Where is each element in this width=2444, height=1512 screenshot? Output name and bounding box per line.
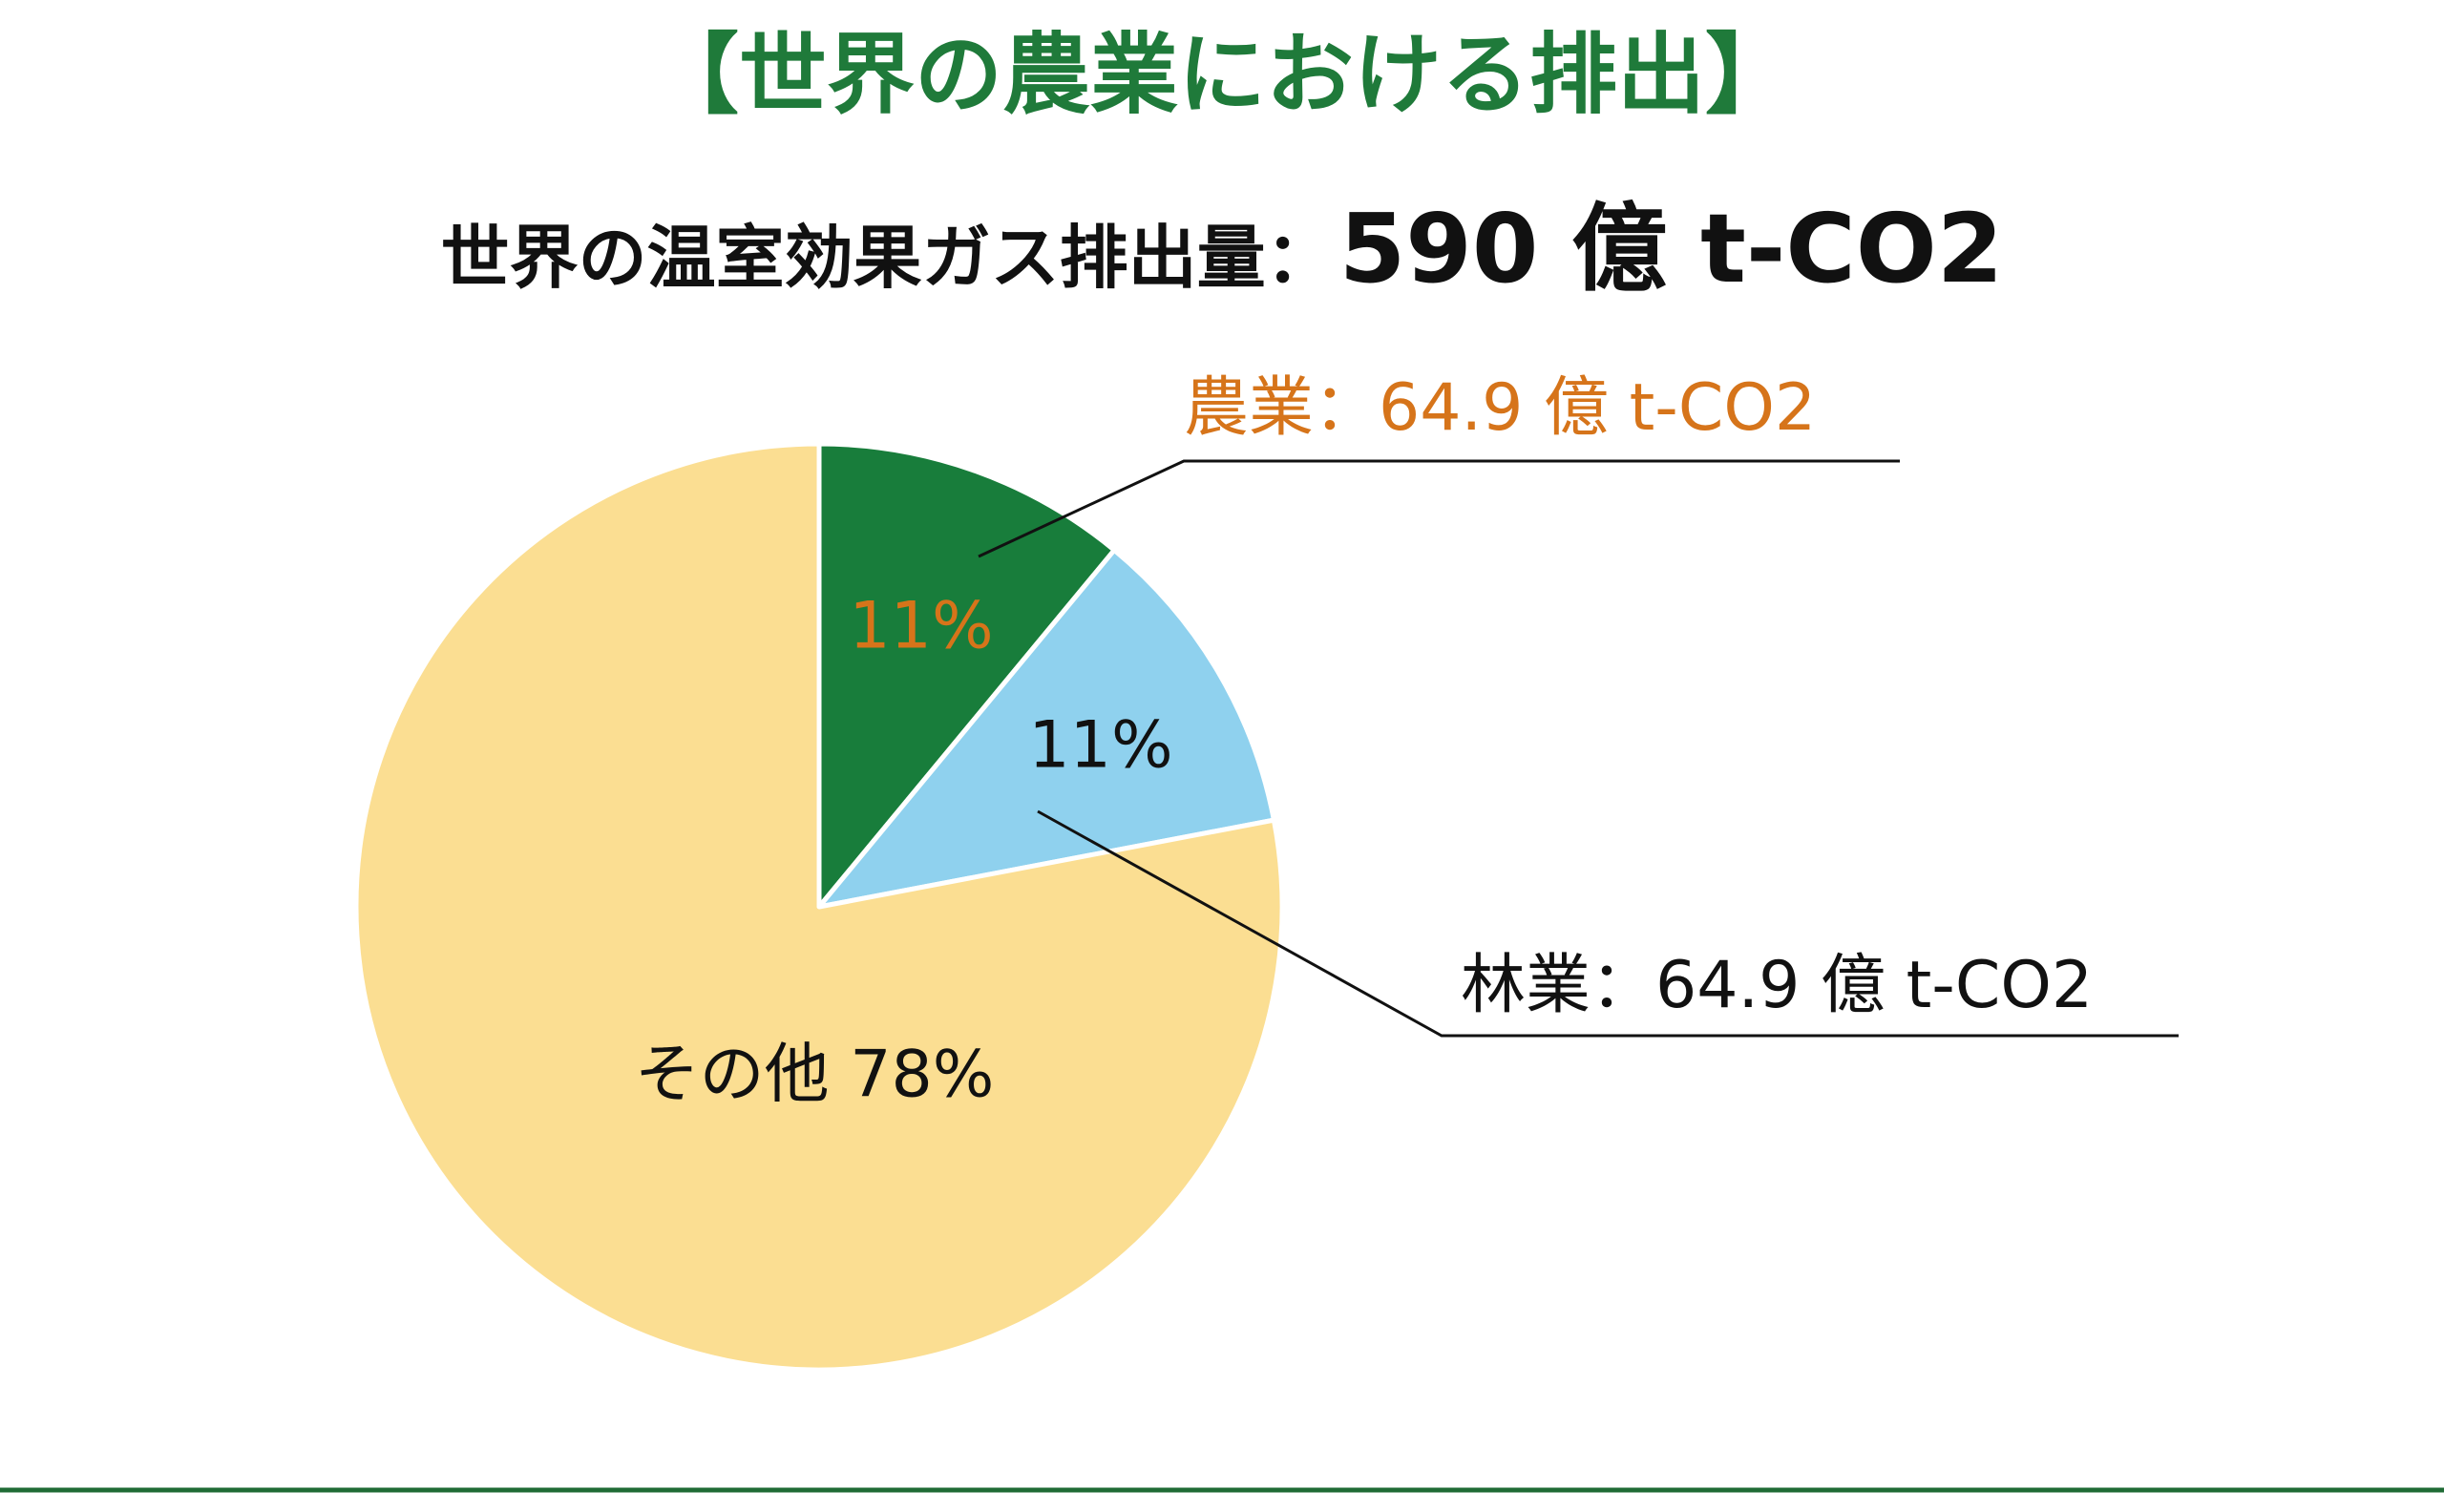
pie-slices <box>353 441 1285 1373</box>
leader-line-1 <box>978 459 1900 558</box>
pie-slice-3 <box>353 441 1285 1373</box>
slice-labels: 11% 農業：64.9 億 t-CO2 11% 林業：64.9 億 t-CO2 その他 … <box>635 370 2093 1113</box>
leader-lines <box>978 459 2179 1038</box>
percent-label-1: 11% <box>849 589 993 664</box>
pie-slice-1 <box>816 441 1117 910</box>
chart-subtitle: 世界の温室効果ガス排出量： 590 億 t-CO2 <box>441 193 2004 304</box>
callout-label-2: 林業：64.9 億 t-CO2 <box>1461 948 2093 1023</box>
leader-line-2 <box>1037 809 2179 1038</box>
subtitle-value: 590 億 t-CO2 <box>1339 193 2004 304</box>
percent-label-3: その他 78% <box>635 1038 995 1113</box>
percent-label-2: 11% <box>1028 708 1172 784</box>
subtitle-prefix: 世界の温室効果ガス排出量： <box>441 218 1335 298</box>
chart-title: 【世界の農業における排出】 <box>651 24 1793 126</box>
pie-slice-2 <box>816 547 1276 910</box>
callout-label-1: 農業：64.9 億 t-CO2 <box>1184 370 1816 446</box>
